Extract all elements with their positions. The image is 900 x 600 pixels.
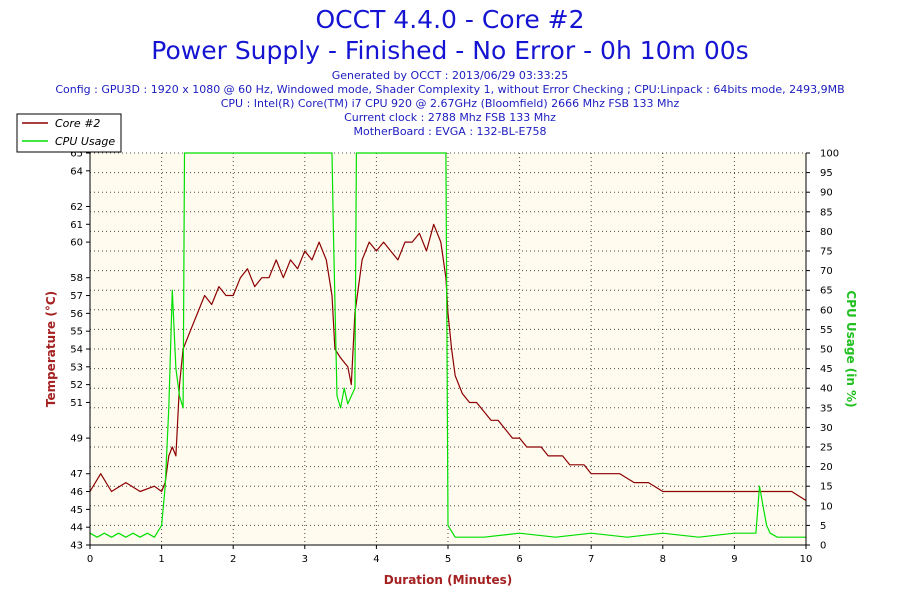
y2-tick-label: 95 (820, 168, 833, 179)
y2-tick-label: 20 (820, 462, 833, 473)
y-tick-label: 65 (70, 149, 83, 160)
series-line-core2 (89, 223, 807, 502)
chart-title: OCCT 4.4.0 - Core #2 (315, 5, 585, 34)
x-tick-label: 9 (731, 554, 737, 565)
y2-tick-label: 90 (820, 188, 833, 199)
y-tick-label: 60 (70, 238, 83, 249)
info-motherboard: MotherBoard : EVGA : 132-BL-E758 (353, 125, 547, 138)
legend-box (16, 113, 122, 153)
x-tick-label: 6 (516, 554, 522, 565)
y-tick-label: 64 (70, 166, 83, 177)
x-tick-label: 5 (445, 554, 451, 565)
y-ticks: 43 44 45 46 47 49 51 52 53 54 55 56 57 58 60 61 62 64 65 (70, 149, 90, 552)
y2-tick-label: 45 (820, 364, 833, 375)
y2-tick-label: 10 (820, 501, 833, 512)
y2-tick-label: 75 (820, 247, 833, 258)
y2-tick-label: 5 (820, 521, 826, 532)
info-config: Config : GPU3D : 1920 x 1080 @ 60 Hz, Wi… (55, 83, 845, 96)
y-tick-label: 47 (70, 469, 83, 480)
x-tick-label: 4 (373, 554, 379, 565)
x-tick-label: 3 (302, 554, 308, 565)
y-tick-label: 49 (70, 434, 83, 445)
y-tick-label: 54 (70, 345, 83, 356)
y-tick-label: 57 (70, 291, 83, 302)
legend-label-core2: Core #2 (55, 117, 100, 130)
y2-tick-label: 15 (820, 482, 833, 493)
x-ticks: 0 1 2 3 4 5 6 7 8 9 10 (87, 545, 813, 565)
x-tick-label: 10 (800, 554, 813, 565)
chart-subtitle: Power Supply - Finished - No Error - 0h … (151, 36, 749, 65)
y2-tick-label: 100 (820, 149, 839, 160)
info-generated: Generated by OCCT : 2013/06/29 03:33:25 (331, 69, 569, 82)
x-tick-label: 0 (87, 554, 93, 565)
y2-tick-label: 30 (820, 423, 833, 434)
legend: Core #2 CPU Usage (16, 113, 122, 153)
y-tick-label: 44 (70, 523, 83, 534)
y-tick-label: 43 (70, 541, 83, 552)
y-axis-label: Temperature (°C) (44, 291, 58, 407)
legend-label-cpu-usage: CPU Usage (55, 135, 115, 148)
y-tick-label: 56 (70, 309, 83, 320)
grid (90, 152, 806, 545)
x-tick-label: 2 (230, 554, 236, 565)
y-tick-label: 58 (70, 273, 83, 284)
x-tick-label: 1 (158, 554, 164, 565)
y-tick-label: 55 (70, 327, 83, 338)
series-layer (89, 152, 807, 538)
series-line-cpu-usage (89, 152, 806, 538)
y2-tick-label: 25 (820, 443, 833, 454)
y-tick-label: 61 (70, 220, 83, 231)
y2-tick-label: 0 (820, 541, 826, 552)
y2-tick-label: 40 (820, 384, 833, 395)
y-tick-label: 52 (70, 380, 83, 391)
y2-tick-label: 55 (820, 325, 833, 336)
x-tick-label: 8 (660, 554, 666, 565)
x-axis-label: Duration (Minutes) (384, 573, 512, 587)
y2-ticks: 0 5 10 15 20 25 30 35 40 45 50 55 60 65 70 75 80 85 90 95 10… (806, 149, 839, 552)
y2-tick-label: 65 (820, 286, 833, 297)
y2-tick-label: 60 (820, 305, 833, 316)
y-tick-label: 46 (70, 487, 83, 498)
y2-tick-label: 80 (820, 227, 833, 238)
y2-tick-label: 50 (820, 345, 833, 356)
y-tick-label: 45 (70, 505, 83, 516)
info-clock: Current clock : 2788 Mhz FSB 133 Mhz (344, 111, 556, 124)
y-tick-label: 62 (70, 202, 83, 213)
y2-tick-label: 85 (820, 207, 833, 218)
y2-tick-label: 35 (820, 403, 833, 414)
y-tick-label: 51 (70, 398, 83, 409)
y2-axis-label: CPU Usage (in %) (844, 290, 858, 407)
y-tick-label: 53 (70, 362, 83, 373)
info-cpu: CPU : Intel(R) Core(TM) i7 CPU 920 @ 2.6… (220, 97, 680, 110)
x-tick-label: 7 (588, 554, 594, 565)
y2-tick-label: 70 (820, 266, 833, 277)
